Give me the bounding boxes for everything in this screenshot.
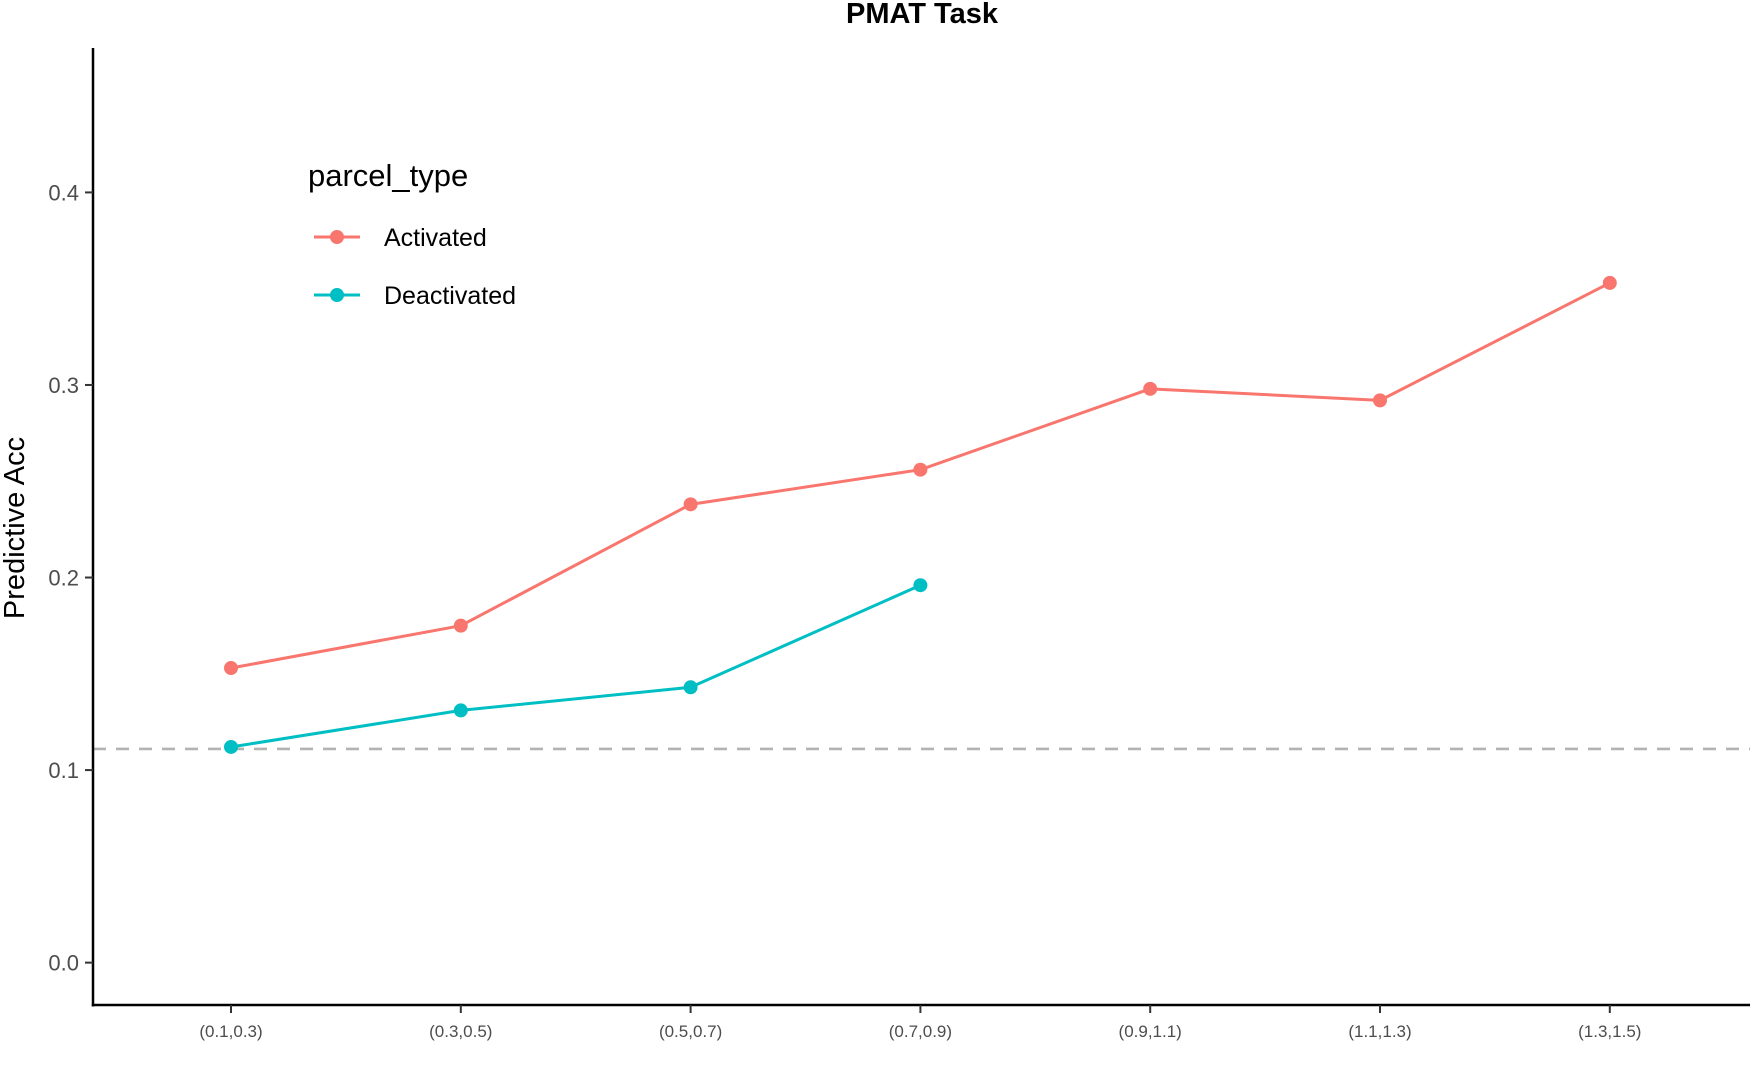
x-tick-label: (0.5,0.7) [659, 1022, 722, 1041]
legend-items: Activated Deactivated [314, 224, 516, 310]
x-tick-label: (0.7,0.9) [889, 1022, 952, 1041]
y-tick-label: 0.0 [48, 951, 79, 976]
legend-label: Deactivated [384, 282, 516, 310]
chart-title: PMAT Task [846, 0, 999, 30]
data-point-activated [1373, 393, 1387, 408]
data-point-deactivated [913, 578, 928, 593]
y-tick-label: 0.3 [48, 373, 79, 398]
data-point-activated [683, 497, 698, 512]
data-point-activated [1143, 381, 1158, 396]
data-point-activated [224, 661, 238, 676]
y-tick-label: 0.1 [48, 758, 79, 783]
y-tick-label: 0.4 [48, 180, 79, 205]
data-point-activated [913, 462, 928, 477]
legend-title: parcel_type [308, 158, 468, 193]
y-ticks: 0.0 0.1 0.2 0.3 0.4 [48, 180, 93, 976]
legend-item-deactivated: Deactivated [314, 282, 516, 310]
data-point-deactivated [224, 739, 238, 754]
x-tick-label: (0.3,0.5) [429, 1022, 492, 1041]
y-axis-label: Predictive Acc [0, 437, 31, 619]
series-activated [224, 275, 1617, 676]
legend-label: Activated [384, 224, 487, 252]
x-tick-label: (0.9,1.1) [1119, 1022, 1182, 1041]
series-line-deactivated [230, 583, 922, 749]
legend-key-point [330, 230, 344, 244]
x-ticks: (0.1,0.3) (0.3,0.5) (0.5,0.7) (0.7,0.9) (0.9… [199, 1005, 1641, 1041]
series-layer [224, 275, 1617, 754]
data-point-deactivated [453, 703, 468, 718]
x-tick-label: (0.1,0.3) [199, 1022, 262, 1041]
x-tick-label: (1.1,1.3) [1348, 1022, 1411, 1041]
legend-key-point [330, 288, 344, 302]
legend-item-activated: Activated [314, 224, 487, 252]
y-tick-label: 0.2 [48, 566, 79, 591]
x-tick-label: (1.3,1.5) [1578, 1022, 1641, 1041]
data-point-deactivated [683, 680, 698, 695]
data-point-activated [453, 618, 468, 633]
series-deactivated [224, 578, 928, 754]
data-point-activated [1602, 275, 1617, 290]
legend: parcel_type Activated Deactivated [308, 158, 516, 310]
